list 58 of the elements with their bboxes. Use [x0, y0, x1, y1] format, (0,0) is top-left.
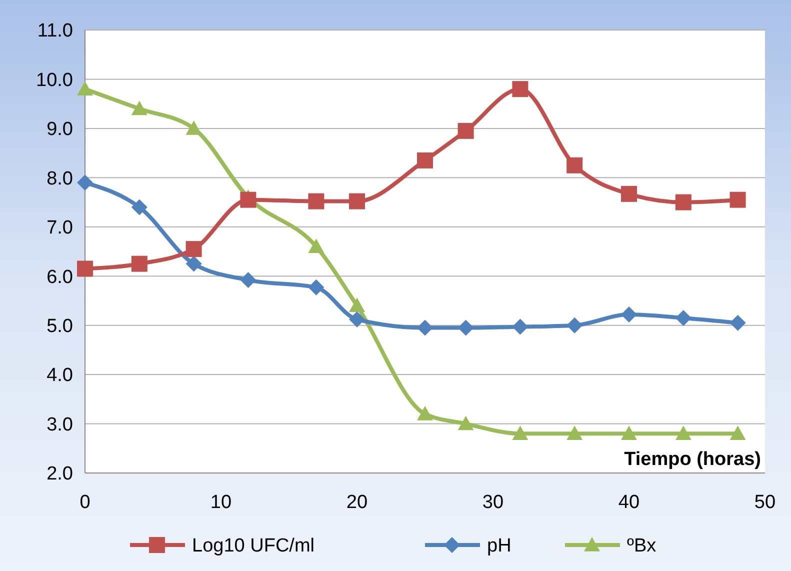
point	[131, 256, 148, 272]
x-tick-label: 30	[482, 492, 504, 513]
y-tick-label: 6.0	[46, 266, 73, 288]
point	[621, 426, 637, 440]
y-tick-label: 9.0	[46, 119, 73, 140]
point	[730, 426, 746, 440]
point	[675, 426, 692, 440]
point	[730, 314, 746, 331]
x-tick-label: 40	[618, 492, 640, 513]
point	[77, 174, 93, 191]
y-tick-label: 4.0	[46, 365, 73, 386]
point	[240, 192, 256, 208]
y-tick-label: 7.0	[46, 218, 73, 239]
point	[675, 310, 692, 326]
point	[417, 320, 433, 336]
point	[458, 122, 474, 139]
point	[77, 260, 93, 277]
point	[349, 298, 365, 312]
point	[512, 318, 528, 335]
point	[186, 120, 202, 135]
point	[131, 100, 148, 116]
point	[240, 272, 256, 288]
point	[621, 186, 637, 202]
y-tick-label: 5.0	[46, 316, 73, 337]
point	[308, 193, 324, 210]
point	[308, 279, 324, 296]
x-axis-title: Tiempo (horas)	[624, 449, 761, 470]
point	[349, 311, 365, 328]
point	[349, 193, 365, 210]
y-tick-label: 10.0	[36, 70, 73, 91]
point	[308, 238, 324, 253]
point	[512, 426, 528, 440]
y-tick-label: 3.0	[46, 414, 73, 436]
point	[186, 256, 202, 272]
point	[730, 192, 746, 208]
point	[566, 426, 583, 440]
x-tick-label: 0	[80, 492, 90, 513]
y-tick-label: 2.0	[46, 464, 73, 485]
point	[186, 241, 202, 258]
point	[566, 157, 583, 174]
x-tick-label: 10	[210, 492, 232, 513]
point	[512, 81, 528, 98]
point	[458, 416, 474, 430]
point	[77, 81, 93, 96]
point	[458, 320, 474, 336]
point	[621, 306, 637, 323]
legend-label: Log10 UFC/ml	[192, 536, 314, 557]
point	[417, 152, 433, 168]
x-tick-label: 50	[754, 492, 776, 513]
point	[675, 194, 692, 210]
y-tick-label: 11.0	[37, 20, 73, 42]
point	[417, 406, 433, 420]
legend-label: ºBx	[627, 536, 657, 557]
legend-label: pH	[487, 536, 512, 557]
x-tick-label: 20	[346, 492, 368, 513]
point	[566, 317, 583, 334]
point	[131, 199, 148, 216]
y-tick-label: 8.0	[46, 168, 73, 190]
